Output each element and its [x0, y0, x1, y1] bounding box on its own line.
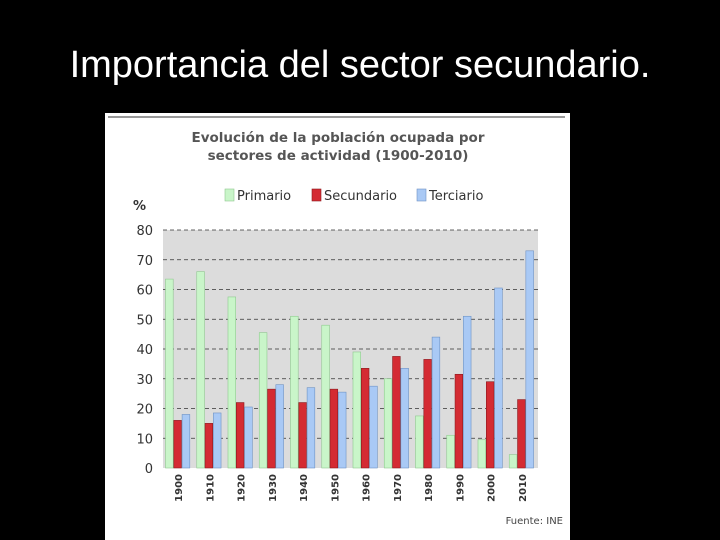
bar-terciario-1950 — [338, 391, 347, 469]
y-tick-label-10: 10 — [136, 432, 153, 447]
x-tick-label-1980: 1980 — [424, 474, 435, 502]
chart-title-line-2: sectores de actividad (1900-2010) — [208, 148, 469, 164]
y-tick-label-80: 80 — [136, 224, 153, 239]
bar-terciario-1910 — [213, 412, 222, 469]
bar-secundario-2010 — [517, 399, 526, 469]
x-tick-label-1960: 1960 — [362, 474, 373, 502]
bar-terciario-1930 — [275, 384, 284, 469]
bar-terciario-2010 — [525, 250, 534, 469]
x-tick-label-1920: 1920 — [237, 474, 248, 502]
x-tick-label-2010: 2010 — [518, 474, 529, 502]
bar-primario-1930 — [258, 332, 268, 469]
x-tick-label-1900: 1900 — [174, 474, 185, 502]
bar-primario-1910 — [196, 271, 205, 469]
y-tick-label-60: 60 — [136, 284, 153, 299]
bar-primario-1970 — [383, 378, 393, 469]
legend-label-primario: Primario — [237, 189, 291, 204]
bar-terciario-1940 — [306, 387, 316, 469]
x-tick-label-1930: 1930 — [268, 474, 279, 502]
bar-secundario-2000 — [485, 381, 495, 469]
bar-secundario-1920 — [236, 402, 245, 469]
bar-secundario-1910 — [204, 423, 214, 469]
plot-area — [163, 230, 538, 468]
y-tick-label-0: 0 — [145, 462, 153, 477]
legend-swatch-terciario — [416, 188, 427, 202]
bar-terciario-1900 — [181, 414, 191, 469]
bar-terciario-1980 — [431, 336, 441, 469]
x-tick-label-1950: 1950 — [330, 474, 341, 502]
chart-panel: Evolución de la población ocupada por se… — [105, 113, 570, 540]
chart-svg: Evolución de la población ocupada por se… — [108, 116, 565, 527]
y-tick-label-20: 20 — [136, 403, 153, 418]
legend-label-secundario: Secundario — [324, 189, 397, 204]
x-tick-label-1990: 1990 — [455, 474, 466, 502]
bar-terciario-1970 — [400, 368, 409, 469]
legend-swatch-primario — [224, 188, 235, 202]
x-tick-label-1970: 1970 — [393, 474, 404, 502]
bar-primario-1980 — [415, 415, 424, 469]
bar-primario-2010 — [508, 454, 518, 469]
bar-primario-1990 — [446, 434, 455, 469]
y-tick-label-50: 50 — [136, 313, 153, 328]
x-tick-label-2000: 2000 — [487, 474, 498, 502]
y-tick-label-70: 70 — [136, 254, 153, 269]
bar-primario-1940 — [290, 315, 299, 469]
legend: Primario Secundario Terciario — [224, 188, 483, 204]
bar-primario-2000 — [477, 439, 486, 469]
bar-terciario-1960 — [369, 385, 378, 469]
chart-title-line-1: Evolución de la población ocupada por — [192, 130, 485, 146]
bar-secundario-1960 — [360, 368, 370, 469]
bar-primario-1900 — [165, 278, 174, 469]
bar-secundario-1900 — [173, 420, 182, 469]
bar-primario-1960 — [352, 351, 361, 469]
bar-secundario-1950 — [329, 388, 339, 469]
x-tick-labels: 1900 1910 1920 1930 1940 1950 1960 1970 1980 1990… — [174, 474, 529, 502]
bar-secundario-1930 — [267, 388, 276, 469]
bar-secundario-1940 — [298, 402, 307, 469]
bar-secundario-1990 — [454, 373, 464, 469]
legend-label-terciario: Terciario — [428, 189, 483, 204]
bar-secundario-1980 — [423, 359, 432, 469]
bar-terciario-2000 — [494, 287, 503, 469]
x-tick-label-1940: 1940 — [299, 474, 310, 502]
y-axis-unit-label: % — [133, 199, 146, 214]
bar-terciario-1920 — [244, 406, 253, 469]
x-tick-label-1910: 1910 — [205, 474, 216, 502]
slide-title: Importancia del sector secundario. — [69, 44, 651, 86]
y-tick-label-30: 30 — [136, 373, 153, 388]
bar-primario-1950 — [321, 324, 330, 469]
y-tick-labels: 0 10 20 30 40 50 60 70 80 — [136, 224, 153, 477]
bar-secundario-1970 — [392, 356, 401, 469]
source-note: Fuente: INE — [506, 516, 563, 527]
bar-primario-1920 — [227, 296, 236, 469]
bars — [165, 250, 534, 469]
bar-terciario-1990 — [463, 315, 472, 469]
y-tick-label-40: 40 — [136, 343, 153, 358]
legend-swatch-secundario — [311, 188, 322, 202]
